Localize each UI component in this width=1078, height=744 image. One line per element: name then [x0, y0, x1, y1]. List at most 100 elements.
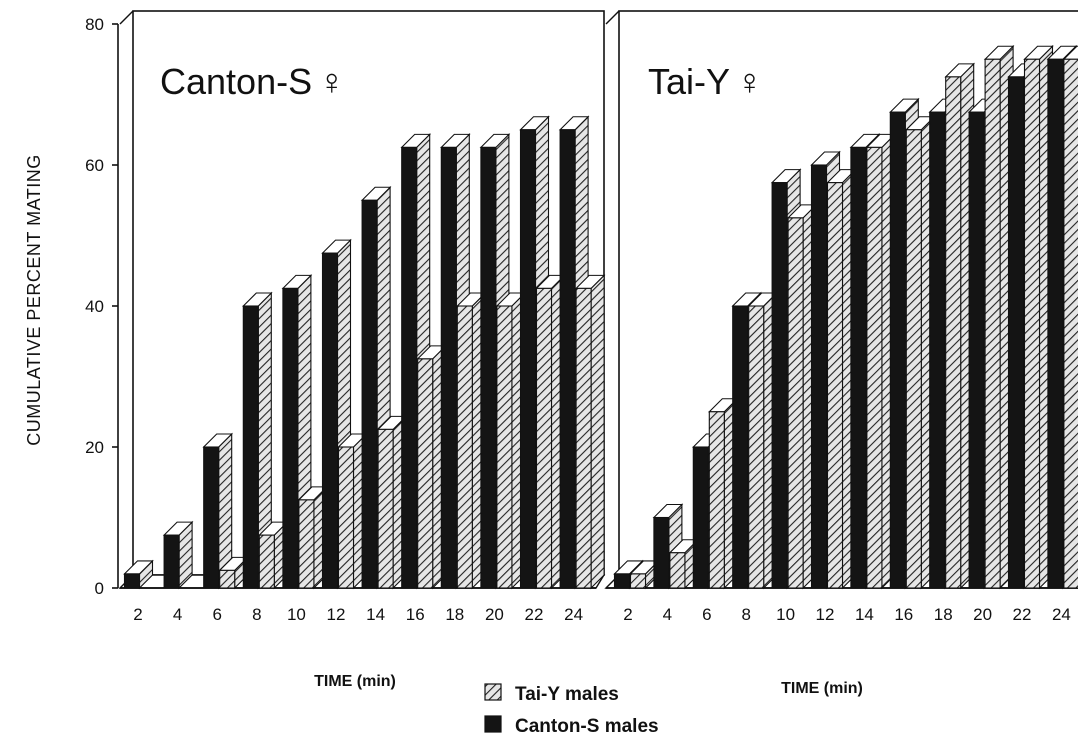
- female-symbol-icon: ♀: [318, 61, 345, 102]
- bar-tai-y-front: [866, 146, 883, 589]
- bar-canton-s-front: [1047, 58, 1064, 589]
- bar-tai-y-front: [258, 534, 275, 589]
- bar-canton-s-front: [440, 146, 457, 589]
- female-symbol-icon: ♀: [736, 61, 763, 102]
- x-tick-label: 2: [133, 605, 142, 624]
- bar-tai-y-front: [219, 569, 236, 589]
- x-tick-label: 2: [623, 605, 632, 624]
- panel-title: Canton-S: [160, 61, 312, 102]
- bar-canton-s-front: [123, 573, 141, 589]
- y-axis: 0 20 40 60 80: [85, 15, 119, 598]
- bar-tai-y-front: [298, 499, 315, 589]
- bar-tai-y-front: [826, 182, 844, 589]
- bar-tai-y-front: [669, 552, 686, 589]
- x-tick-label: 4: [173, 605, 182, 624]
- bar-tai-y-front: [984, 58, 1001, 589]
- panel-frame-edge: [119, 10, 134, 25]
- bar-canton-s: [162, 520, 194, 590]
- bar-canton-s-front: [653, 516, 670, 589]
- x-tick-label: 16: [894, 605, 913, 624]
- bar-tai-y-front: [377, 428, 394, 589]
- bar-canton-s-front: [968, 111, 985, 589]
- x-tick-label: 24: [1052, 605, 1071, 624]
- x-tick-label: 18: [934, 605, 953, 624]
- bar-canton-s-front: [771, 182, 788, 589]
- bar-tai-y-front: [496, 305, 513, 589]
- bar-tai-y-front: [629, 573, 647, 589]
- bar-canton-s-front: [929, 111, 946, 589]
- bar-tai-y-front: [417, 358, 434, 589]
- x-tick-label: 10: [776, 605, 795, 624]
- legend-item-canton-s: Canton-S males: [484, 715, 659, 737]
- x-tick-label: 16: [406, 605, 425, 624]
- bar-canton-s-front: [810, 164, 828, 589]
- x-tick-label: 14: [855, 605, 874, 624]
- bar-tai-y: [1062, 45, 1078, 589]
- x-tick-label: 20: [973, 605, 992, 624]
- legend-item-tai-y: Tai-Y males: [484, 683, 619, 705]
- legend-swatch-solid: [484, 715, 502, 733]
- y-tick-label: 20: [85, 438, 104, 457]
- x-tick-label: 22: [1013, 605, 1032, 624]
- x-tick-label: 8: [252, 605, 261, 624]
- legend-swatch-hatched: [484, 683, 502, 701]
- bar-canton-s: [241, 291, 273, 590]
- x-tick-label: 20: [485, 605, 504, 624]
- bar-canton-s: [123, 559, 154, 590]
- chart-legend: Tai-Y males Canton-S males: [484, 683, 659, 737]
- bar-canton-s-front: [692, 446, 709, 589]
- bar-tai-y-front: [575, 287, 592, 589]
- bar-canton-s-front: [559, 129, 576, 589]
- bar-tai-y: [574, 274, 606, 590]
- bar-canton-s-front: [242, 305, 259, 589]
- bar-canton-s-front: [163, 534, 180, 589]
- bar-canton-s-front: [361, 199, 378, 589]
- x-tick-label: 4: [663, 605, 672, 624]
- bar-canton-s-front: [203, 446, 220, 589]
- bar-canton-s-front: [850, 146, 867, 589]
- bar-canton-s-front: [321, 252, 339, 589]
- bar-tai-y-front: [708, 411, 725, 589]
- x-tick-label: 12: [327, 605, 346, 624]
- bar-canton-s-front: [401, 146, 418, 589]
- x-tick-label: 8: [741, 605, 750, 624]
- x-tick-label: 12: [816, 605, 835, 624]
- bar-tai-y-side: [590, 274, 605, 590]
- bar-tai-y-front: [535, 287, 553, 589]
- legend-label: Tai-Y males: [515, 684, 619, 705]
- bar-canton-s-front: [480, 146, 497, 589]
- x-tick-label: 6: [212, 605, 221, 624]
- panel-frame-edge: [605, 10, 620, 25]
- bar-tai-y: [983, 44, 1015, 590]
- bar-canton-s-front: [1007, 76, 1025, 589]
- y-tick-label: 0: [95, 579, 104, 598]
- x-tick-label: 22: [525, 605, 544, 624]
- bar-tai-y-front: [1063, 58, 1078, 589]
- bar-tai-y-front: [456, 305, 473, 589]
- y-tick-label: 40: [85, 297, 104, 316]
- bar-tai-y-front: [905, 129, 922, 589]
- bar-canton-s-front: [519, 129, 537, 589]
- bar-tai-y-front: [1023, 58, 1041, 589]
- bar-canton-s-front: [613, 573, 631, 589]
- legend-label: Canton-S males: [515, 716, 659, 737]
- bar-tai-y-front: [337, 446, 355, 589]
- x-axis-title: TIME (min): [314, 673, 396, 690]
- x-tick-label: 14: [366, 605, 385, 624]
- y-axis-label: CUMULATIVE PERCENT MATING: [24, 154, 44, 446]
- y-tick-label: 60: [85, 156, 104, 175]
- bar-tai-y-front: [945, 76, 962, 589]
- x-tick-label: 24: [564, 605, 583, 624]
- bar-canton-s-front: [732, 305, 749, 589]
- bar-tai-y-front: [787, 217, 804, 589]
- x-tick-label: 10: [287, 605, 306, 624]
- bar-tai-y-front: [748, 305, 765, 589]
- y-tick-label: 80: [85, 15, 104, 34]
- x-axis-title: TIME (min): [781, 680, 863, 697]
- x-tick-label: 6: [702, 605, 711, 624]
- bar-canton-s-front: [282, 287, 299, 589]
- panel-title: Tai-Y: [648, 61, 730, 102]
